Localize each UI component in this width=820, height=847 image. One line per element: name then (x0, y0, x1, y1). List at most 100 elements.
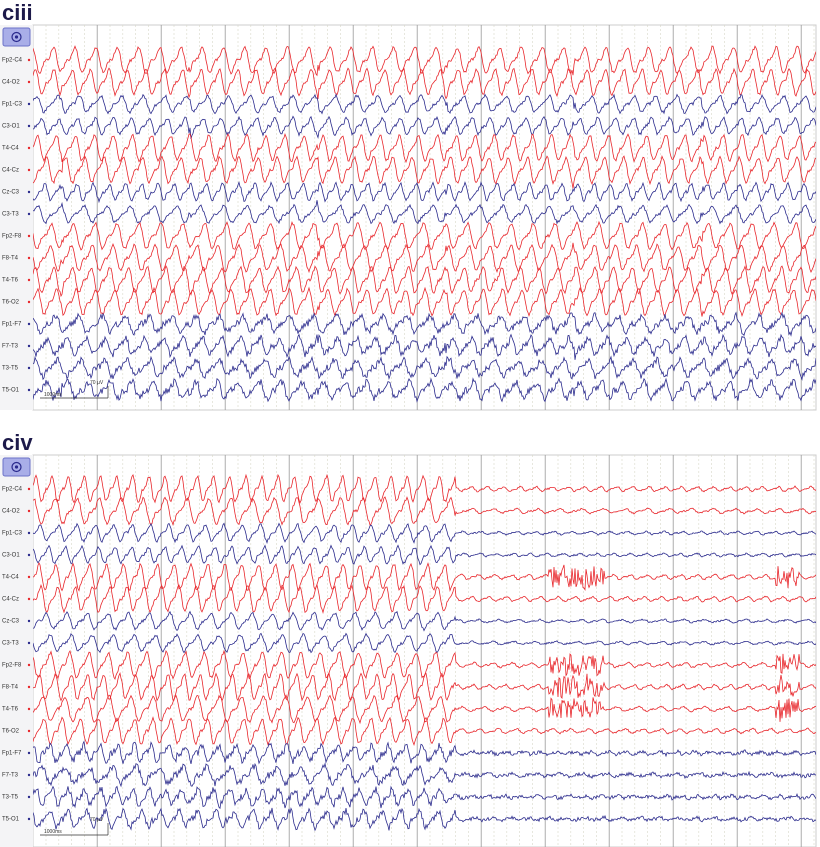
button-icon (11, 461, 22, 473)
eeg-trace (33, 473, 816, 504)
eeg-trace (33, 115, 816, 140)
channel-dot (27, 817, 31, 821)
channel-dot (27, 553, 31, 557)
channel-label: C4-O2 (2, 80, 20, 86)
scale-amplitude: 70 µV (90, 380, 104, 386)
channel-dot (27, 795, 31, 799)
eeg-trace (33, 562, 816, 593)
channel-dot (27, 146, 31, 150)
eeg-trace (33, 333, 816, 360)
channel-dot (27, 773, 31, 777)
channel-dot (27, 619, 31, 623)
channel-label: T4-T6 (2, 707, 19, 713)
channel-label: F8-T4 (2, 256, 19, 262)
channel-dot (27, 190, 31, 194)
channel-dot (27, 531, 31, 535)
channel-dot (27, 124, 31, 128)
channel-dot (27, 300, 31, 304)
channel-dot (27, 641, 31, 645)
channel-label: C3-O1 (2, 553, 20, 559)
channel-dot (27, 278, 31, 282)
eeg-trace (33, 785, 816, 810)
channel-label: T5-O1 (2, 388, 20, 394)
channel-label: Cz-C3 (2, 190, 20, 196)
channel-label: C4-Cz (2, 597, 19, 603)
channel-dot (27, 366, 31, 370)
scale-amplitude: 70 µV (90, 817, 104, 823)
channel-dot (27, 575, 31, 579)
channel-dot (27, 509, 31, 513)
channel-dot (27, 597, 31, 601)
channel-dot (27, 388, 31, 392)
scale-time: 1000ms (44, 392, 62, 398)
eeg-trace (33, 311, 816, 337)
channel-label: F8-T4 (2, 685, 19, 691)
eeg-trace (33, 807, 816, 832)
eeg-trace (33, 286, 816, 318)
channel-dot (27, 322, 31, 326)
eeg-trace (33, 583, 816, 615)
label-column (0, 455, 33, 847)
channel-label: Fp2-C4 (2, 58, 23, 64)
eeg-trace (33, 242, 816, 274)
channel-dot (27, 344, 31, 348)
eeg-trace (33, 762, 816, 788)
channel-label: T4-C4 (2, 146, 19, 152)
eeg-trace (33, 154, 816, 189)
channel-dot (27, 663, 31, 667)
channel-label: F7-T3 (2, 344, 19, 350)
channel-dot (27, 707, 31, 711)
eeg-trace (33, 265, 816, 298)
button-icon-dot (14, 35, 19, 39)
eeg-trace (33, 716, 816, 746)
panel-label: ciii (2, 0, 33, 25)
scale-bar (40, 823, 109, 836)
channel-label: T4-C4 (2, 575, 19, 581)
channel-dot (27, 487, 31, 491)
scale-bar (40, 386, 109, 399)
eeg-trace (33, 632, 816, 654)
channel-label: Fp1-C3 (2, 102, 23, 108)
channel-label: Fp2-F8 (2, 234, 22, 240)
channel-dot (27, 80, 31, 84)
channel-label: C3-T3 (2, 641, 19, 647)
channel-dot (27, 58, 31, 62)
channel-dot (27, 234, 31, 238)
channel-dot (27, 212, 31, 216)
eeg-trace (33, 522, 816, 544)
scale-time: 1000ms (44, 829, 62, 835)
channel-label: T4-T6 (2, 278, 19, 284)
label-column (0, 25, 33, 410)
channel-dot (27, 685, 31, 689)
channel-label: Fp2-C4 (2, 487, 23, 493)
channel-dot (27, 102, 31, 106)
eeg-trace (33, 610, 816, 632)
channel-label: C3-T3 (2, 212, 19, 218)
channel-dot (27, 256, 31, 260)
channel-label: T3-T5 (2, 795, 19, 801)
panel-label: civ (2, 430, 33, 455)
channel-label: C3-O1 (2, 124, 20, 130)
eeg-trace (33, 220, 816, 251)
eeg-trace (33, 132, 816, 164)
channel-label: Fp1-F7 (2, 322, 22, 328)
channel-dot (27, 729, 31, 733)
channel-label: T6-O2 (2, 729, 20, 735)
channel-label: Fp1-F7 (2, 751, 22, 757)
eeg-trace (33, 377, 816, 403)
channel-label: C4-O2 (2, 509, 20, 515)
channel-label: F7-T3 (2, 773, 19, 779)
channel-dot (27, 751, 31, 755)
channel-dot (27, 168, 31, 172)
eeg-trace (33, 740, 816, 765)
eeg-trace (33, 496, 816, 527)
button-icon-dot (14, 465, 19, 469)
eeg-trace (33, 45, 816, 77)
channel-label: C4-Cz (2, 168, 19, 174)
eeg-trace (33, 544, 816, 566)
channel-label: Fp2-F8 (2, 663, 22, 669)
eeg-trace (33, 93, 816, 115)
channel-label: T6-O2 (2, 300, 20, 306)
eeg-trace (33, 200, 816, 225)
